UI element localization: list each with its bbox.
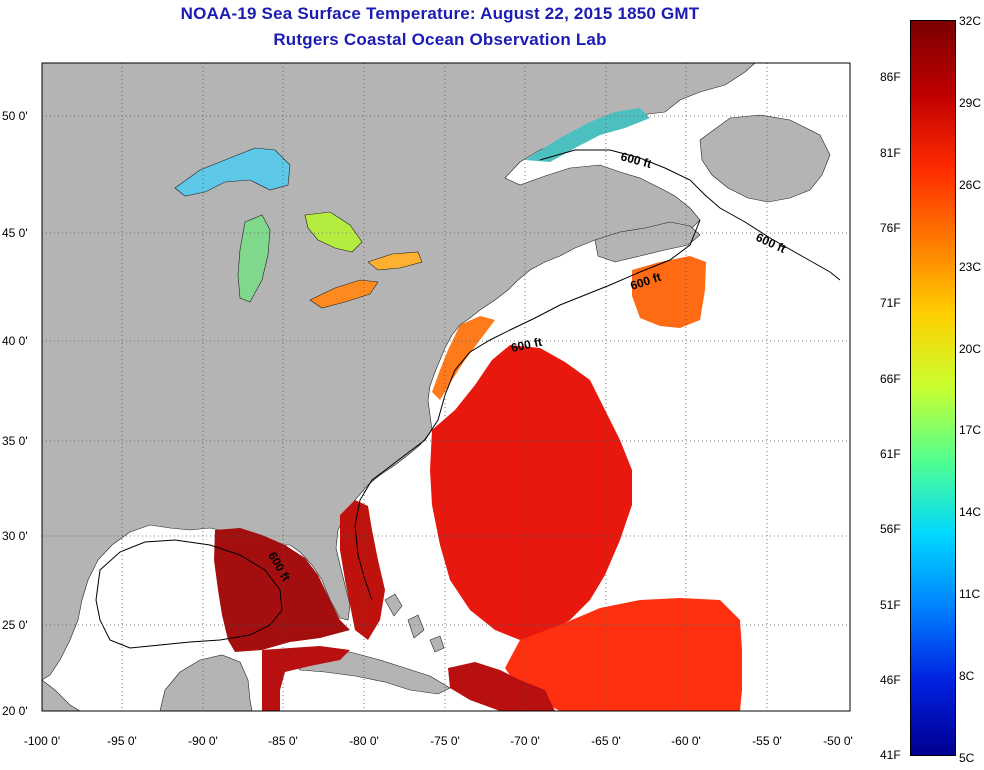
longitude-labels: -100 0' -95 0' -90 0' -85 0' -80 0' -75 … [24, 734, 853, 748]
colorbar-c-label: 8C [959, 669, 975, 683]
colorbar-f-label: 81F [880, 146, 901, 160]
isobath-label-4: 600 ft [510, 335, 544, 355]
shelf-water [432, 316, 495, 400]
lon-label: -80 0' [349, 734, 379, 748]
map-frame [41, 62, 851, 712]
st-lawrence-water [525, 108, 650, 162]
caribbean-water [262, 646, 555, 711]
lon-label: -85 0' [268, 734, 298, 748]
lon-label: -60 0' [671, 734, 701, 748]
lat-label: 20 0' [2, 704, 28, 718]
map-title: NOAA-19 Sea Surface Temperature: August … [180, 4, 700, 23]
colorbar-c-label: 11C [959, 587, 981, 601]
colorbar-f-label: 41F [880, 748, 901, 762]
latitude-labels: 50 0' 45 0' 40 0' 35 0' 30 0' 25 0' 20 0… [2, 109, 28, 718]
land-cuba [289, 651, 451, 695]
land-nova-scotia [594, 221, 701, 263]
lake-superior [174, 147, 291, 197]
gulf-of-mexico-water [214, 528, 350, 652]
colorbar-f-label: 86F [880, 70, 901, 84]
lake-erie [309, 279, 379, 309]
colorbar-f-label: 46F [880, 673, 901, 687]
lake-huron [304, 211, 363, 253]
lake-michigan [237, 214, 271, 303]
lat-label: 25 0' [2, 618, 28, 632]
colorbar-f-label: 76F [880, 221, 901, 235]
colorbar-c-label: 14C [959, 505, 982, 519]
lon-label: -100 0' [24, 734, 60, 748]
colorbar-f-label: 71F [880, 296, 901, 310]
lat-label: 30 0' [2, 529, 28, 543]
land-north-america [41, 62, 756, 681]
lat-label: 50 0' [2, 109, 28, 123]
lon-label: -50 0' [823, 734, 853, 748]
gulf-stream-water [430, 345, 632, 640]
colorbar-c-label: 20C [959, 342, 982, 356]
colorbar-f-label: 61F [880, 447, 901, 461]
lat-label: 45 0' [2, 226, 28, 240]
lon-label: -90 0' [188, 734, 218, 748]
land-bahamas [384, 593, 445, 653]
colorbar-c-label: 29C [959, 96, 982, 110]
colorbar-f-label: 66F [880, 372, 901, 386]
map-subtitle: Rutgers Coastal Ocean Observation Lab [273, 30, 607, 49]
lon-label: -55 0' [752, 734, 782, 748]
lake-ontario [367, 251, 423, 271]
colorbar-c-label: 32C [959, 14, 982, 28]
colorbar-c-label: 5C [959, 751, 975, 765]
colorbar-c-label: 26C [959, 178, 982, 192]
lon-label: -65 0' [591, 734, 621, 748]
colorbar-f-label: 56F [880, 522, 901, 536]
colorbar-f-label: 51F [880, 598, 901, 612]
lon-label: -75 0' [430, 734, 460, 748]
sst-map: 600 ft 600 ft 600 ft 600 ft 600 ft 50 0'… [2, 62, 853, 748]
temperature-colorbar [910, 20, 956, 756]
sargasso-water [505, 598, 742, 711]
lon-label: -70 0' [510, 734, 540, 748]
graticule [42, 63, 850, 711]
georges-bank-water [632, 256, 706, 328]
colorbar-c-label: 23C [959, 260, 982, 274]
lon-label: -95 0' [107, 734, 137, 748]
lat-label: 40 0' [2, 334, 28, 348]
lat-label: 35 0' [2, 434, 28, 448]
land-newfoundland [699, 114, 831, 203]
colorbar-c-label: 17C [959, 423, 982, 437]
